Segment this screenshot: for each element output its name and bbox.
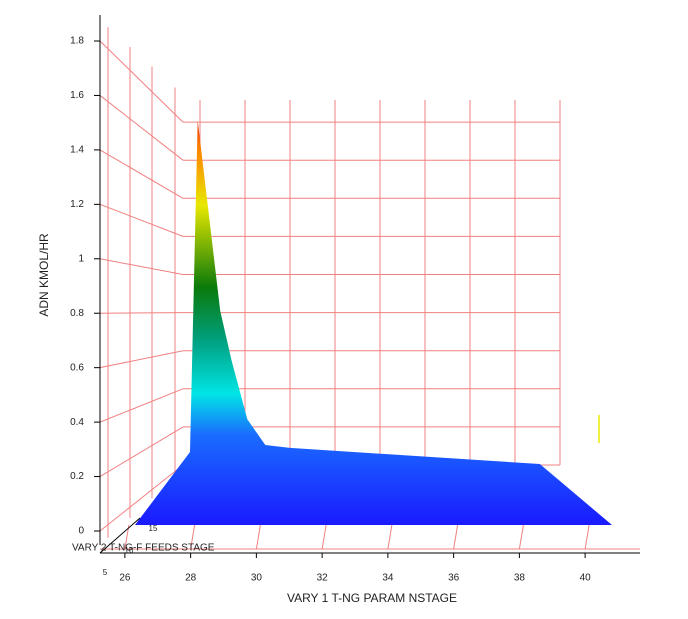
- y-tick-label: 1.6: [70, 90, 84, 101]
- grid-line: [99, 388, 184, 423]
- y-tick-label: 1: [78, 253, 84, 264]
- x-tick-label: 32: [317, 573, 329, 584]
- x-axis-label: VARY 1 T-NG PARAM NSTAGE: [287, 591, 457, 605]
- grid: [99, 27, 640, 550]
- grid-line: [99, 203, 184, 237]
- grid-line: [99, 40, 184, 123]
- y-tick-label: 0: [78, 526, 84, 537]
- grid-line: [124, 524, 130, 550]
- z-tick-label: 15: [149, 524, 158, 533]
- y-tick-label: 1.8: [70, 36, 84, 47]
- y-axis-label: ADN KMOL/HR: [37, 233, 51, 317]
- y-tick-label: 1.4: [70, 145, 84, 156]
- x-tick-label: 38: [514, 573, 526, 584]
- grid-line: [99, 426, 184, 477]
- grid-line: [99, 464, 184, 532]
- z-axis-label: VARY 2 T-NG-F FEEDS STAGE: [72, 543, 215, 554]
- grid-line: [453, 524, 459, 550]
- surface: [135, 120, 612, 525]
- x-tick-label: 40: [580, 573, 592, 584]
- grid-line: [99, 312, 184, 314]
- y-tick-label: 0.4: [70, 417, 84, 428]
- grid-line: [584, 524, 590, 550]
- grid-line: [99, 350, 184, 369]
- z-axis: [99, 517, 141, 554]
- grid-line: [321, 524, 327, 550]
- grid-line: [518, 524, 524, 550]
- grid-line: [255, 524, 261, 550]
- grid-line: [99, 258, 184, 275]
- grid-line: [387, 524, 393, 550]
- z-tick-label: 10: [125, 546, 134, 555]
- surface-area: [135, 120, 612, 525]
- x-tick-label: 28: [185, 573, 197, 584]
- z-tick-label: 5: [103, 568, 108, 577]
- y-tick-label: 0.6: [70, 362, 84, 373]
- y-tick-label: 0.2: [70, 471, 84, 482]
- x-tick-label: 36: [448, 573, 460, 584]
- x-tick-label: 34: [382, 573, 394, 584]
- x-tick-label: 26: [119, 573, 131, 584]
- y-tick-label: 0.8: [70, 308, 84, 319]
- y-tick-label: 1.2: [70, 199, 84, 210]
- grid-line: [99, 95, 184, 161]
- grid-line: [99, 149, 184, 199]
- x-tick-label: 30: [251, 573, 263, 584]
- grid-line: [190, 524, 196, 550]
